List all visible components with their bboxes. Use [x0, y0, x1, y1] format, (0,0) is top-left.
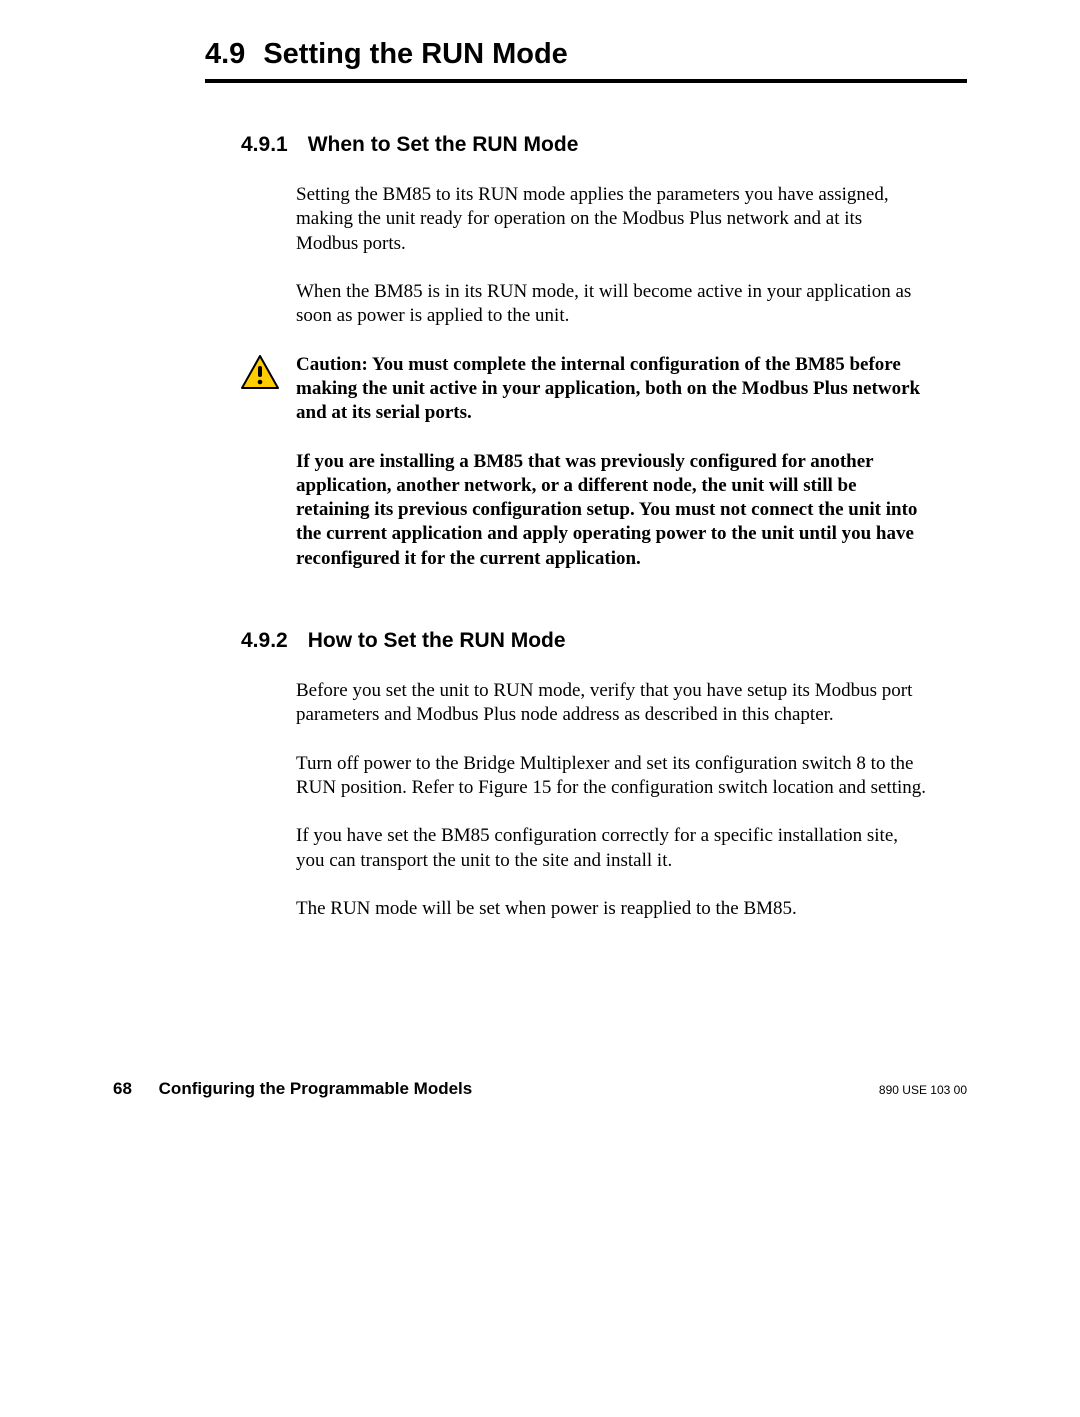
main-heading-title: Setting the RUN Mode: [263, 38, 568, 71]
section-2-title: How to Set the RUN Mode: [308, 629, 566, 653]
page-content: 4.9 Setting the RUN Mode 4.9.1 When to S…: [0, 0, 1080, 921]
main-heading: 4.9 Setting the RUN Mode: [205, 38, 967, 83]
section-2-body: Before you set the unit to RUN mode, ver…: [296, 679, 927, 921]
footer-left: 68 Configuring the Programmable Models: [113, 1079, 472, 1099]
section-1-title: When to Set the RUN Mode: [308, 133, 579, 157]
chapter-title: Configuring the Programmable Models: [159, 1079, 473, 1098]
section-2-p3: If you have set the BM85 configuration c…: [296, 824, 927, 873]
caution-text: Caution: You must complete the internal …: [296, 353, 927, 596]
caution-p1: Caution: You must complete the internal …: [296, 353, 927, 426]
page-number: 68: [113, 1079, 132, 1098]
section-1-p2: When the BM85 is in its RUN mode, it wil…: [296, 280, 927, 329]
section-2-p1: Before you set the unit to RUN mode, ver…: [296, 679, 927, 728]
main-heading-number: 4.9: [205, 38, 245, 71]
caution-block: Caution: You must complete the internal …: [241, 353, 927, 596]
document-id: 890 USE 103 00: [879, 1083, 967, 1097]
caution-p1-text: You must complete the internal configura…: [296, 354, 920, 424]
section-1-p1: Setting the BM85 to its RUN mode applies…: [296, 183, 927, 256]
section-heading-1: 4.9.1 When to Set the RUN Mode: [241, 133, 967, 157]
page-footer: 68 Configuring the Programmable Models 8…: [113, 1079, 967, 1099]
section-2-number: 4.9.2: [241, 629, 288, 653]
section-2-p2: Turn off power to the Bridge Multiplexer…: [296, 752, 927, 801]
section-heading-2: 4.9.2 How to Set the RUN Mode: [241, 629, 967, 653]
section-1-number: 4.9.1: [241, 133, 288, 157]
section-1-body: Setting the BM85 to its RUN mode applies…: [296, 183, 927, 329]
caution-icon: [241, 353, 296, 596]
caution-label: Caution:: [296, 354, 368, 375]
section-2-p4: The RUN mode will be set when power is r…: [296, 897, 927, 921]
caution-p2: If you are installing a BM85 that was pr…: [296, 450, 927, 572]
